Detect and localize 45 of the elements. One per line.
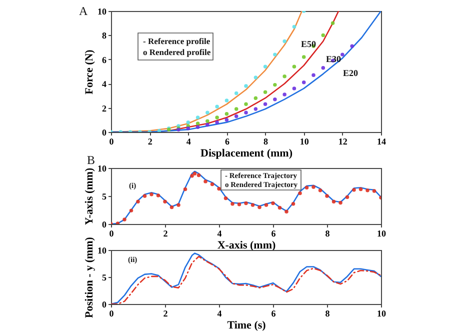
x-tick-label: 10 <box>377 308 386 318</box>
y-tick-label: 6 <box>102 54 107 65</box>
annotation: E50 <box>301 39 317 49</box>
annotation: o Rendered profile <box>143 47 211 57</box>
x-tick-label: 6 <box>224 136 230 146</box>
x-tick-label: 0 <box>109 136 114 146</box>
y-tick-label: 5 <box>102 192 107 202</box>
annotation: - Reference profile <box>143 36 210 46</box>
y-tick-label: 8 <box>102 30 107 41</box>
x-axis-title: Time (s) <box>227 320 266 332</box>
x-tick-label: 8 <box>264 136 269 146</box>
y-tick-label: 10 <box>98 164 107 174</box>
x-tick-label: 0 <box>109 308 114 318</box>
x-axis-title: Displacement (mm) <box>200 148 293 160</box>
x-tick-label: 0 <box>109 228 114 238</box>
x-tick-label: 6 <box>271 228 276 238</box>
y-tick-label: 10 <box>98 6 107 16</box>
y-axis-title: Position - y (mm) <box>84 236 96 318</box>
y-tick-label: 4 <box>102 79 107 90</box>
y-axis-title: Force (N) <box>84 49 96 94</box>
y-tick-label: 0 <box>102 128 107 138</box>
x-tick-label: 8 <box>325 308 330 318</box>
x-tick-label: 10 <box>377 228 386 238</box>
y-tick-label: 0 <box>102 220 107 230</box>
text: A <box>79 4 88 18</box>
x-tick-label: 12 <box>338 136 348 146</box>
x-tick-label: 6 <box>271 308 276 318</box>
annotation: E20 <box>343 68 359 78</box>
x-tick-label: 4 <box>186 136 192 146</box>
y-tick-label: 10 <box>98 246 107 256</box>
x-tick-label: 4 <box>217 228 222 238</box>
x-tick-label: 14 <box>377 136 386 146</box>
x-tick-label: 10 <box>300 136 310 146</box>
x-tick-label: 2 <box>148 136 153 146</box>
y-axis-title: Y-axis (mm) <box>84 168 96 226</box>
x-tick-label: 4 <box>217 308 222 318</box>
x-tick-label: 2 <box>163 308 168 318</box>
x-axis-title: X-axis (mm) <box>217 240 276 252</box>
y-tick-label: 5 <box>102 272 107 282</box>
x-tick-label: 8 <box>325 228 330 238</box>
annotation: E30 <box>326 54 342 64</box>
y-tick-label: 2 <box>102 103 107 114</box>
text: B <box>87 153 96 167</box>
y-tick-label: 0 <box>102 300 107 310</box>
x-tick-label: 2 <box>163 228 168 238</box>
